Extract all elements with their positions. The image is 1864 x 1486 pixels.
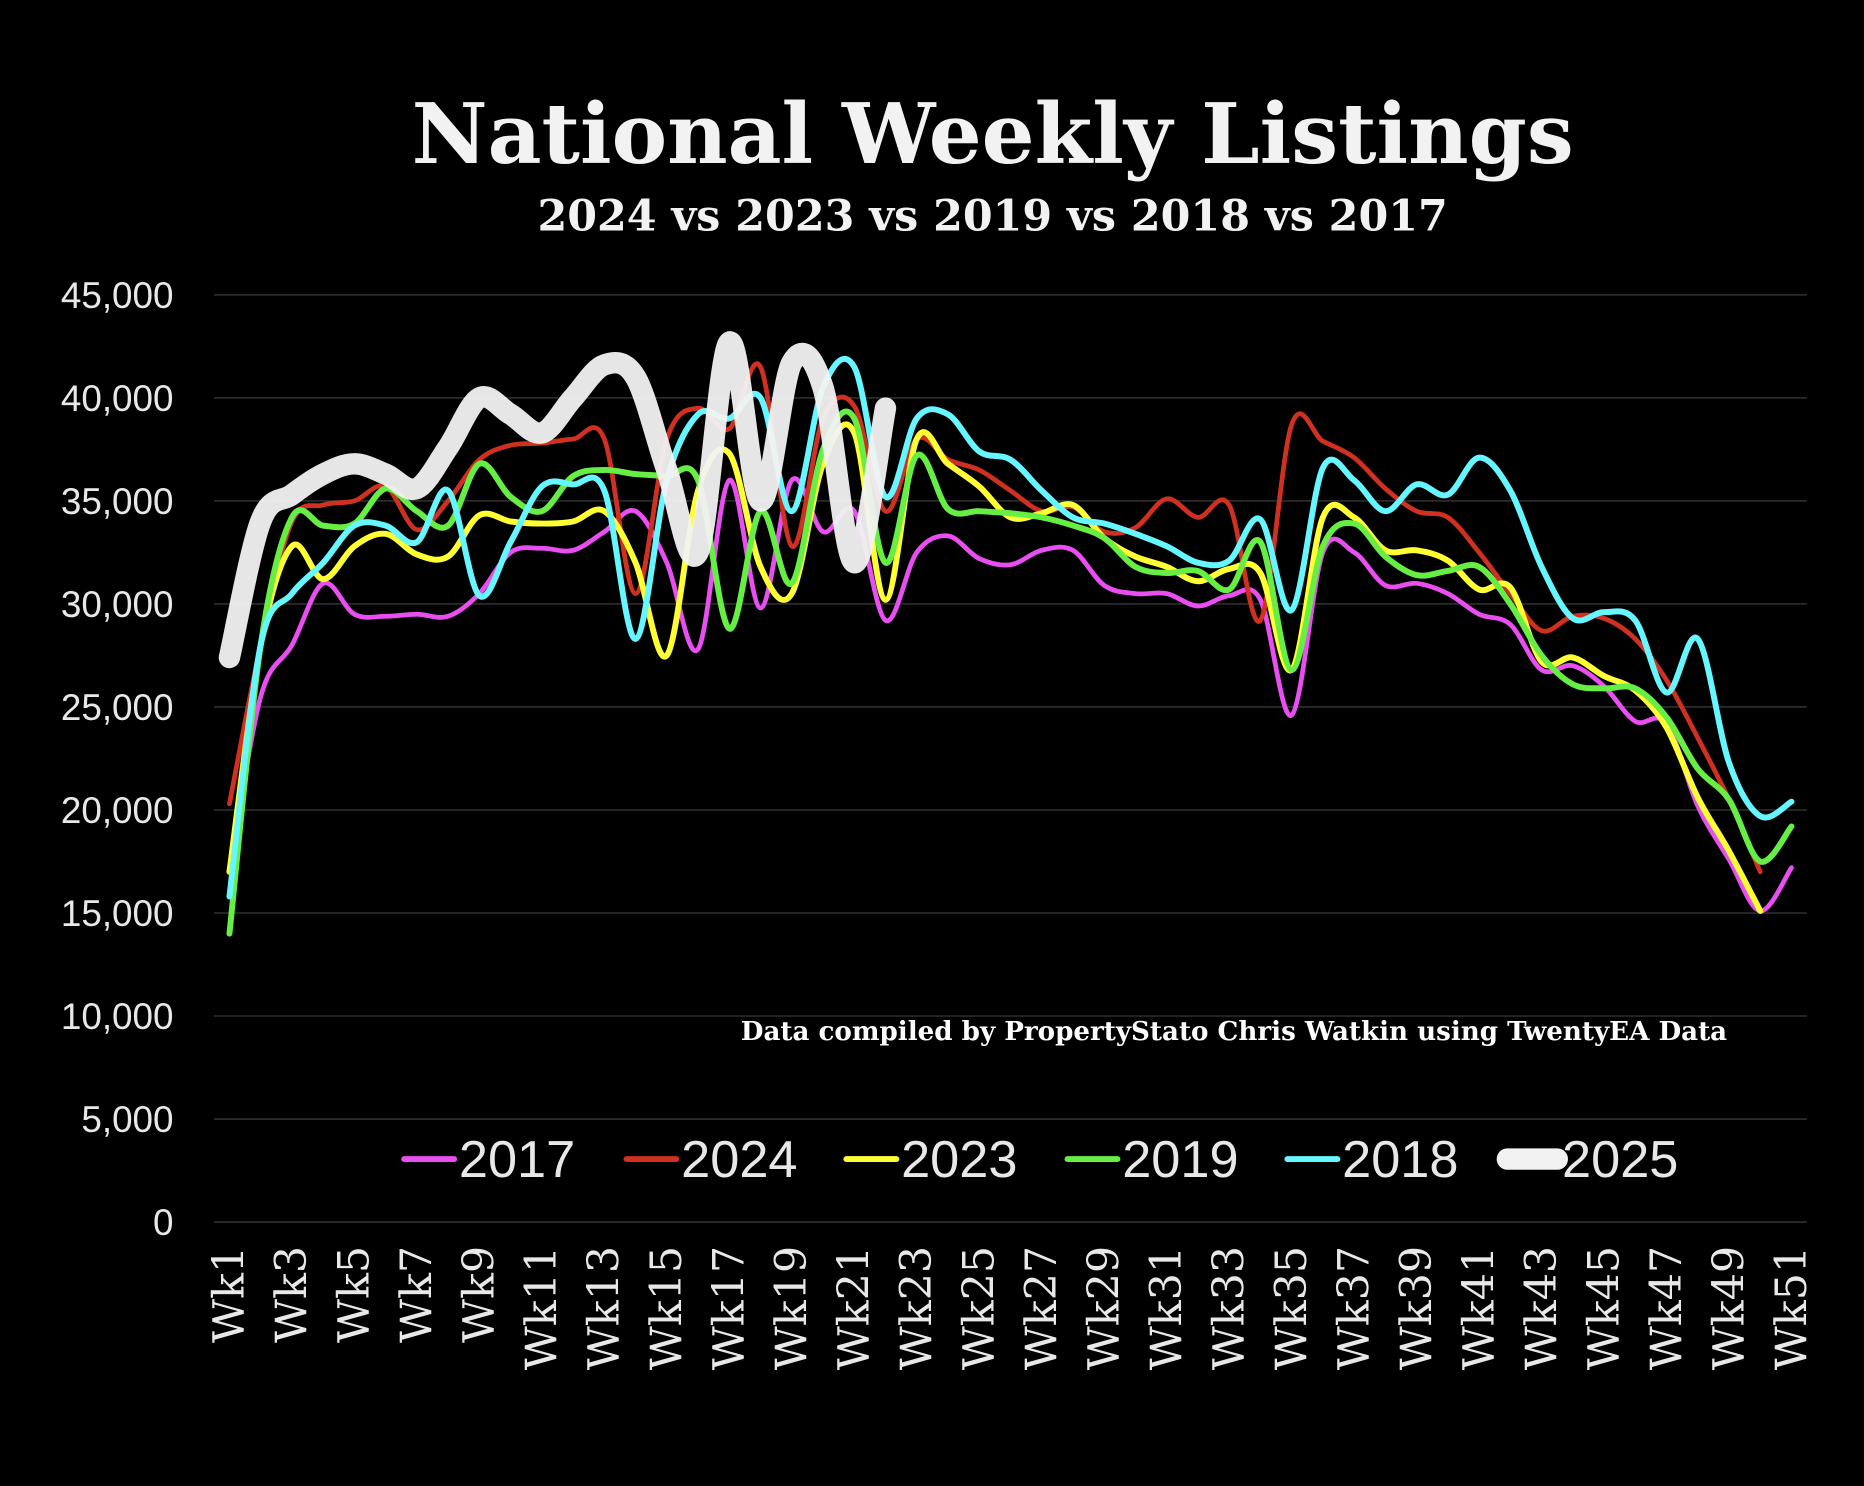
legend-item-2017: 2017 bbox=[401, 1131, 575, 1189]
legend-label: 2017 bbox=[459, 1131, 575, 1189]
x-tick-label: Wk11 bbox=[517, 1246, 567, 1370]
legend-label: 2025 bbox=[1562, 1131, 1678, 1189]
x-axis: Wk1 Wk3 Wk5 Wk7 Wk9 Wk11 Wk13 Wk15 Wk17 Wk19 Wk21 W… bbox=[205, 1246, 1817, 1370]
x-tick-label: Wk33 bbox=[1204, 1246, 1254, 1370]
x-tick-label: Wk51 bbox=[1767, 1246, 1817, 1370]
x-tick-label: Wk13 bbox=[580, 1246, 630, 1370]
legend-item-2024: 2024 bbox=[623, 1131, 798, 1189]
legend-label: 2024 bbox=[681, 1131, 797, 1189]
y-tick-label: 45,000 bbox=[61, 275, 174, 316]
legend-label: 2018 bbox=[1342, 1131, 1458, 1189]
x-tick-label: Wk25 bbox=[954, 1246, 1004, 1370]
x-tick-label: Wk7 bbox=[392, 1246, 442, 1343]
x-tick-label: Wk17 bbox=[705, 1246, 755, 1370]
x-tick-label: Wk31 bbox=[1142, 1246, 1192, 1370]
x-tick-label: Wk29 bbox=[1079, 1246, 1129, 1370]
x-tick-label: Wk19 bbox=[767, 1246, 817, 1370]
series-line-2018 bbox=[226, 355, 1795, 900]
y-tick-label: 0 bbox=[153, 1202, 173, 1243]
x-tick-label: Wk41 bbox=[1454, 1246, 1504, 1370]
chart-title: National Weekly Listings bbox=[412, 85, 1574, 183]
y-tick-label: 10,000 bbox=[61, 996, 174, 1037]
x-tick-label: Wk35 bbox=[1267, 1246, 1317, 1370]
source-annotation: Data compiled by PropertyStato Chris Wat… bbox=[741, 1016, 1727, 1047]
x-tick-label: Wk37 bbox=[1329, 1246, 1379, 1370]
x-tick-label: Wk23 bbox=[892, 1246, 942, 1370]
series-line-2024 bbox=[227, 361, 1763, 875]
y-axis: 0 5,000 10,000 15,000 20,000 25,000 30,000 35,0… bbox=[61, 275, 174, 1243]
y-tick-label: 5,000 bbox=[81, 1099, 173, 1140]
x-tick-label: Wk45 bbox=[1579, 1246, 1629, 1370]
x-tick-label: Wk47 bbox=[1642, 1246, 1692, 1370]
x-tick-label: Wk49 bbox=[1704, 1246, 1754, 1370]
y-tick-label: 20,000 bbox=[61, 790, 174, 831]
y-tick-label: 15,000 bbox=[61, 893, 174, 934]
series-line-2025 bbox=[218, 331, 897, 669]
x-tick-label: Wk27 bbox=[1017, 1246, 1067, 1370]
legend-label: 2019 bbox=[1122, 1131, 1238, 1189]
y-tick-label: 35,000 bbox=[61, 481, 174, 522]
legend-item-2025: 2025 bbox=[1496, 1131, 1678, 1189]
y-tick-label: 25,000 bbox=[61, 687, 174, 728]
legend-item-2018: 2018 bbox=[1284, 1131, 1458, 1189]
x-tick-label: Wk1 bbox=[205, 1246, 255, 1343]
y-tick-label: 30,000 bbox=[61, 584, 174, 625]
legend: 2017 2024 2023 2019 2018 2025 bbox=[401, 1131, 1678, 1189]
legend-item-2023: 2023 bbox=[843, 1131, 1017, 1189]
series-line-2017 bbox=[227, 476, 1794, 914]
x-tick-label: Wk3 bbox=[267, 1246, 317, 1343]
x-tick-label: Wk43 bbox=[1517, 1246, 1567, 1370]
series-line-2019 bbox=[226, 408, 1795, 937]
x-tick-label: Wk9 bbox=[455, 1246, 505, 1343]
series-line-2023 bbox=[226, 421, 1764, 914]
chart-subtitle: 2024 vs 2023 vs 2019 vs 2018 vs 2017 bbox=[537, 192, 1447, 242]
legend-item-2019: 2019 bbox=[1064, 1131, 1239, 1189]
x-tick-label: Wk15 bbox=[642, 1246, 692, 1370]
legend-label: 2023 bbox=[901, 1131, 1017, 1189]
y-tick-label: 40,000 bbox=[61, 378, 174, 419]
x-tick-label: Wk5 bbox=[330, 1246, 380, 1343]
gridlines bbox=[213, 293, 1807, 1223]
x-tick-label: Wk39 bbox=[1392, 1246, 1442, 1370]
x-tick-label: Wk21 bbox=[830, 1246, 880, 1370]
series-lines bbox=[218, 331, 1795, 937]
